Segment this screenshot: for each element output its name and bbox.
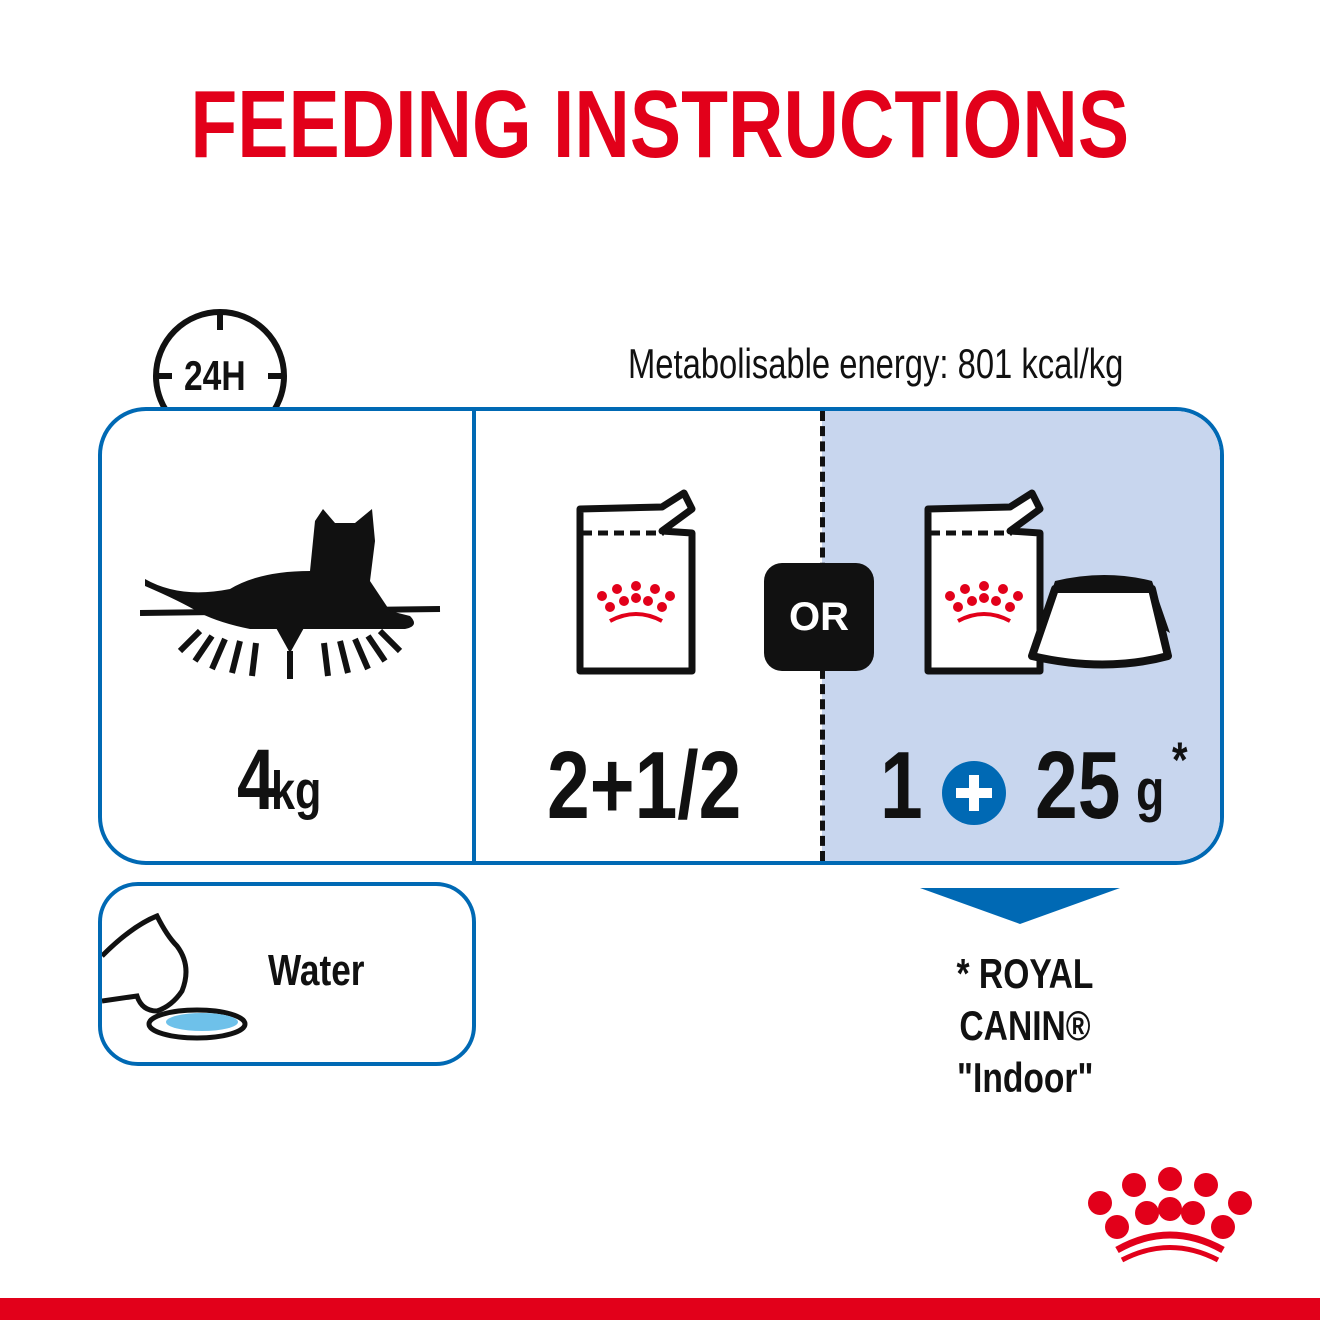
footnote: * ROYAL CANIN® "Indoor" (956, 950, 1094, 1101)
water-box: Water (98, 882, 476, 1066)
royal-canin-logo (1088, 1167, 1252, 1263)
bowl-icon (1028, 575, 1172, 669)
clock-icon (153, 309, 287, 426)
brand-bar (0, 1298, 1320, 1320)
feeding-table: 4kg 2+1/2 1 25 g * (98, 407, 1224, 865)
or-badge: OR (764, 563, 874, 671)
cat-icon (140, 509, 441, 679)
water-bowl-icon (102, 912, 248, 1041)
crown-icon (597, 581, 675, 623)
divider (472, 411, 476, 861)
mixed-amount: 1 25 g * (880, 732, 1188, 839)
plus-icon (942, 761, 1006, 825)
page-title: FEEDING INSTRUCTIONS (190, 71, 1130, 178)
pouch-and-bowl-icon (924, 489, 1172, 675)
pouch-only-amount: 2+1/2 (547, 732, 742, 839)
clock-label: 24H (184, 352, 246, 399)
metabolisable-energy: Metabolisable energy: 801 kcal/kg (628, 340, 1124, 387)
arrow-down-icon (920, 888, 1120, 924)
pouch-icon (576, 489, 696, 675)
cat-weight: 4kg (237, 732, 322, 828)
water-label: Water (268, 946, 365, 995)
